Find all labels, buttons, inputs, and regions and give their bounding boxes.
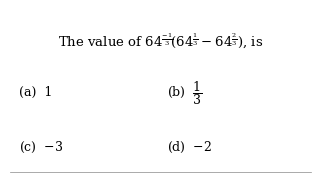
Text: The value of $64^{\frac{-1}{3}}\!\left(64^{\frac{1}{3}}-64^{\frac{2}{3}}\right)$: The value of $64^{\frac{-1}{3}}\!\left(6… xyxy=(58,32,263,51)
Text: (b)  $\dfrac{1}{3}$: (b) $\dfrac{1}{3}$ xyxy=(167,79,202,107)
Text: (c)  $-3$: (c) $-3$ xyxy=(19,140,63,156)
Text: (d)  $-2$: (d) $-2$ xyxy=(167,140,212,156)
Text: (a)  1: (a) 1 xyxy=(19,86,52,100)
